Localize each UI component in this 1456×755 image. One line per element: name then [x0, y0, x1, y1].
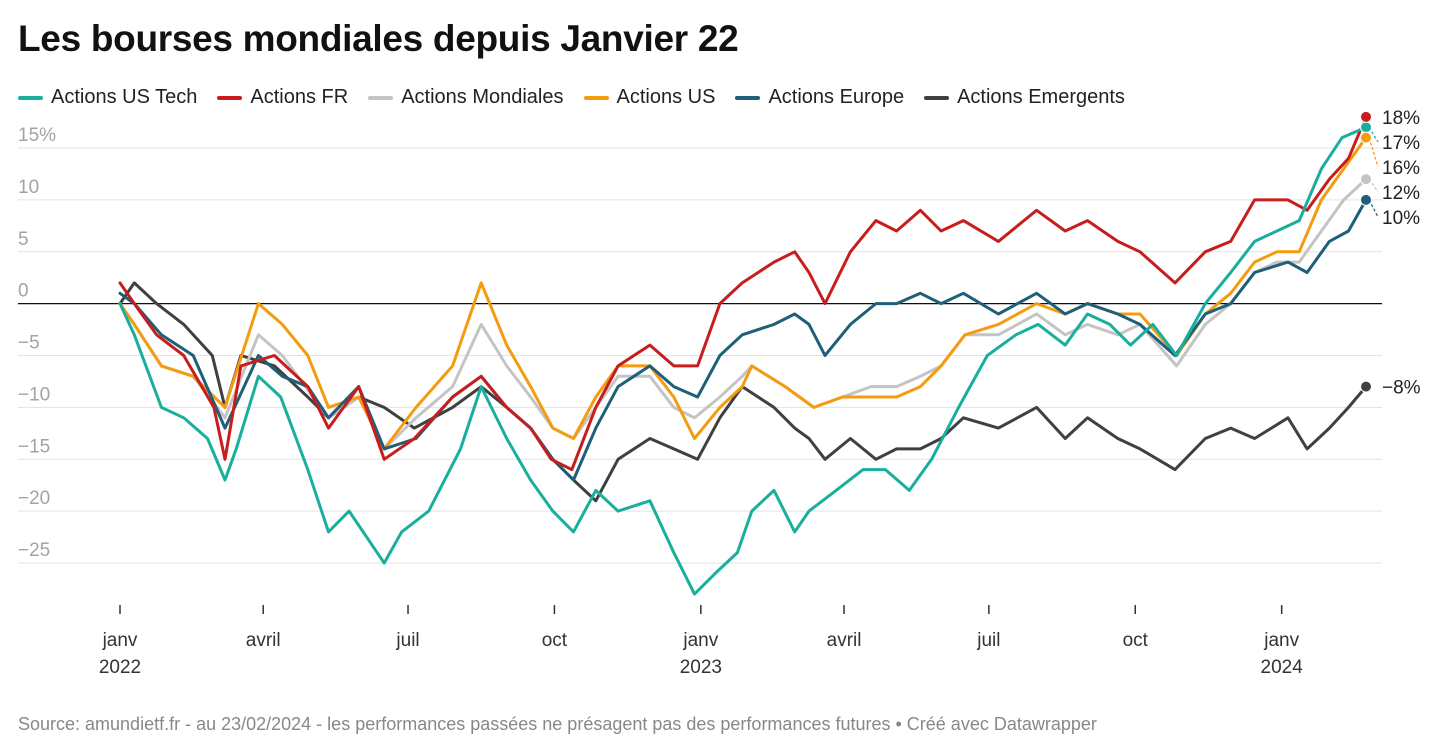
end-point-dot — [1360, 121, 1372, 134]
series-line-actions-fr — [118, 115, 1368, 472]
y-tick-label: −15 — [18, 436, 50, 457]
end-label-leader — [1368, 199, 1379, 218]
x-tick-label: juil — [395, 630, 419, 651]
legend-item: Actions FR — [217, 86, 348, 109]
legend-label: Actions FR — [250, 86, 349, 108]
y-tick-label: −10 — [18, 384, 50, 405]
legend-item: Actions US Tech — [18, 86, 197, 109]
end-value-label: 10% — [1382, 208, 1420, 229]
end-label-leader — [1368, 126, 1379, 143]
end-point-dot — [1360, 380, 1372, 393]
x-tick-label: avril — [246, 630, 281, 651]
end-point-dot — [1360, 193, 1372, 206]
legend-swatch — [18, 95, 43, 100]
legend-swatch — [924, 95, 950, 100]
end-value-label: −8% — [1382, 378, 1421, 399]
x-tick-label: oct — [542, 630, 568, 651]
end-label-leader — [1368, 178, 1379, 193]
series-line-actions-mondiales — [118, 177, 1368, 451]
legend-swatch — [368, 95, 394, 100]
end-point-dot — [1360, 131, 1372, 144]
end-value-label: 18% — [1382, 108, 1420, 129]
legend-label: Actions Emergents — [957, 86, 1125, 108]
x-tick-label: janv — [682, 630, 718, 651]
series-line-actions-us-tech — [118, 125, 1368, 596]
end-value-label: 12% — [1382, 183, 1420, 204]
x-tick-year-label: 2023 — [680, 657, 722, 678]
y-tick-label: −5 — [18, 333, 40, 354]
page-title: Les bourses mondiales depuis Janvier 22 — [18, 18, 739, 59]
x-tick-label: oct — [1123, 630, 1149, 651]
legend-item: Actions Mondiales — [368, 86, 564, 109]
y-tick-label: 0 — [18, 281, 29, 302]
legend-item: Actions US — [583, 86, 716, 109]
line-chart: 15% 10 5 0 −5 −10 −15 −20 −25 janv 2022 avril juil oc… — [18, 108, 1421, 678]
y-tick-label: −20 — [18, 488, 50, 509]
legend-item: Actions Emergents — [924, 86, 1125, 109]
y-tick-label: −25 — [18, 540, 50, 561]
y-tick-label: 15% — [18, 125, 56, 146]
x-tick-label: avril — [827, 630, 862, 651]
x-tick-label: janv — [1263, 630, 1299, 651]
y-tick-label: 10 — [18, 177, 39, 198]
x-tick-label: juil — [976, 630, 1000, 651]
legend-item: Actions Europe — [735, 86, 904, 109]
legend-swatch — [583, 95, 609, 100]
legend-label: Actions US Tech — [51, 86, 198, 108]
legend-label: Actions US — [616, 86, 716, 108]
series-line-actions-us — [118, 136, 1368, 451]
x-tick-label: janv — [102, 630, 138, 651]
legend-label: Actions Europe — [768, 86, 905, 108]
series-line-actions-europe — [118, 198, 1368, 482]
y-tick-label: 5 — [18, 229, 29, 250]
legend-label: Actions Mondiales — [401, 86, 564, 108]
chart-legend: Actions US Tech Actions FR Actions Mondial… — [18, 86, 1125, 109]
x-tick-year-label: 2022 — [99, 657, 141, 678]
end-label-leader — [1368, 137, 1379, 168]
legend-swatch — [217, 95, 243, 100]
end-value-label: 17% — [1382, 133, 1420, 154]
end-point-dot — [1360, 110, 1372, 123]
end-point-dot — [1360, 173, 1372, 186]
x-tick-year-label: 2024 — [1261, 657, 1304, 678]
source-note: Source: amundietf.fr - au 23/02/2024 - l… — [18, 714, 1097, 734]
end-value-label: 16% — [1382, 158, 1420, 179]
legend-swatch — [735, 95, 761, 100]
